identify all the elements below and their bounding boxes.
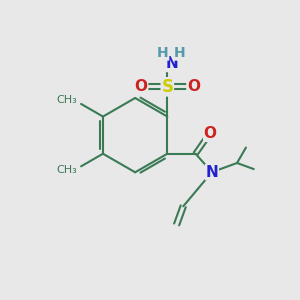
Text: CH₃: CH₃: [57, 95, 77, 105]
Text: N: N: [166, 56, 179, 71]
Text: O: O: [204, 126, 217, 141]
Text: O: O: [135, 79, 148, 94]
Text: H: H: [173, 46, 185, 60]
Text: N: N: [206, 165, 218, 180]
Text: H: H: [157, 46, 169, 60]
Text: O: O: [187, 79, 200, 94]
Text: CH₃: CH₃: [57, 165, 77, 175]
Text: S: S: [161, 78, 173, 96]
